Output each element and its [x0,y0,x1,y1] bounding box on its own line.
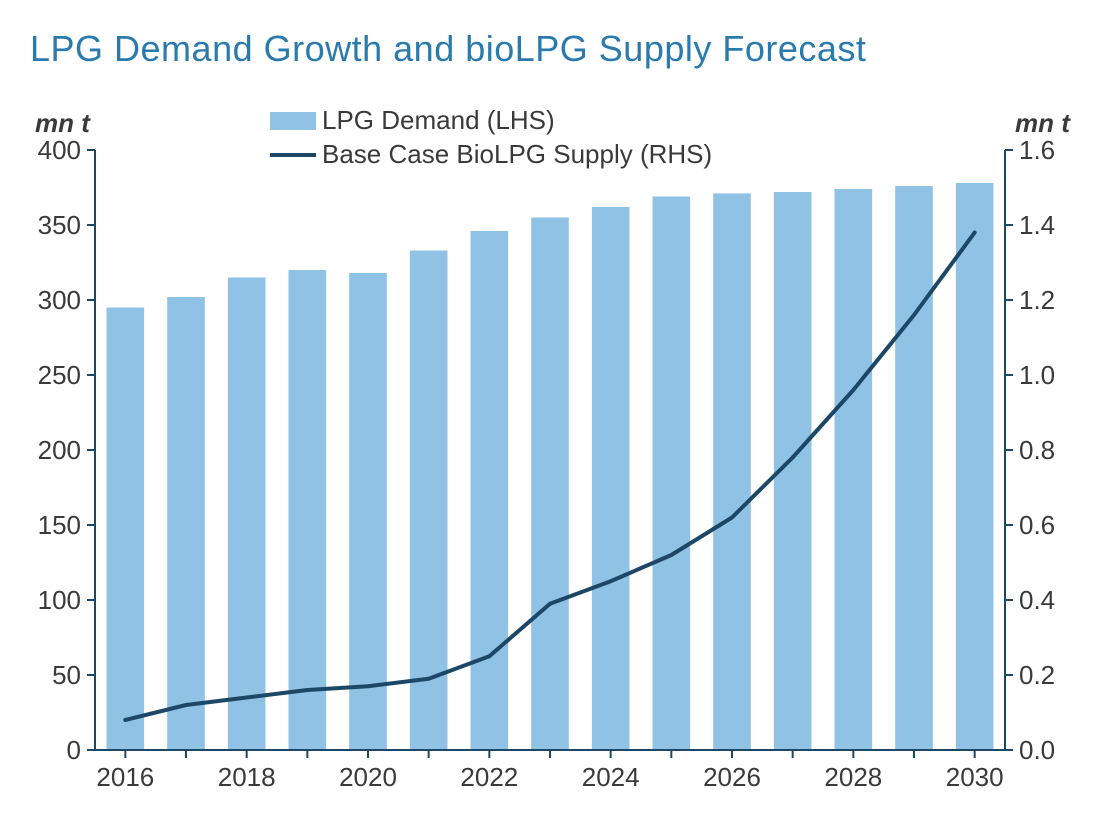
legend-label-bars: LPG Demand (LHS) [322,105,555,135]
left-tick-label: 400 [38,135,81,165]
bar-2023 [531,218,569,751]
bar-2024 [592,207,630,750]
right-tick-label: 1.0 [1019,360,1055,390]
right-tick-label: 0.8 [1019,435,1055,465]
right-tick-label: 0.2 [1019,660,1055,690]
x-tick-label: 2024 [582,762,640,792]
x-tick-label: 2026 [703,762,761,792]
x-tick-label: 2018 [218,762,276,792]
bar-2029 [895,186,933,750]
bar-2030 [956,183,994,750]
bar-2016 [107,308,145,751]
left-tick-label: 350 [38,210,81,240]
legend-swatch-bars [270,112,316,130]
x-tick-label: 2020 [339,762,397,792]
left-tick-label: 250 [38,360,81,390]
left-tick-label: 0 [67,735,81,765]
legend-label-line: Base Case BioLPG Supply (RHS) [322,139,712,169]
bar-2026 [713,194,751,751]
right-tick-label: 1.4 [1019,210,1055,240]
bar-2025 [653,197,691,751]
left-tick-label: 150 [38,510,81,540]
chart-canvas: 0 50 100 150 200 250 300 350 400 0.0 0.2 0.4 0.6 0.8 1… [0,0,1108,828]
x-tick-label: 2030 [946,762,1004,792]
x-tick-label: 2028 [824,762,882,792]
right-tick-label: 1.2 [1019,285,1055,315]
left-tick-label: 200 [38,435,81,465]
right-tick-label: 1.6 [1019,135,1055,165]
x-tick-label: 2022 [460,762,518,792]
right-tick-label: 0.0 [1019,735,1055,765]
bar-2017 [167,297,205,750]
left-unit-label: mn t [35,108,91,138]
bar-2019 [289,270,327,750]
left-tick-label: 50 [52,660,81,690]
bar-2020 [349,273,387,750]
right-unit-label: mn t [1015,108,1071,138]
left-tick-label: 100 [38,585,81,615]
bar-2028 [835,189,873,750]
bar-2018 [228,278,266,751]
left-tick-label: 300 [38,285,81,315]
right-tick-label: 0.6 [1019,510,1055,540]
bar-2022 [471,231,509,750]
right-tick-label: 0.4 [1019,585,1055,615]
x-tick-label: 2016 [96,762,154,792]
